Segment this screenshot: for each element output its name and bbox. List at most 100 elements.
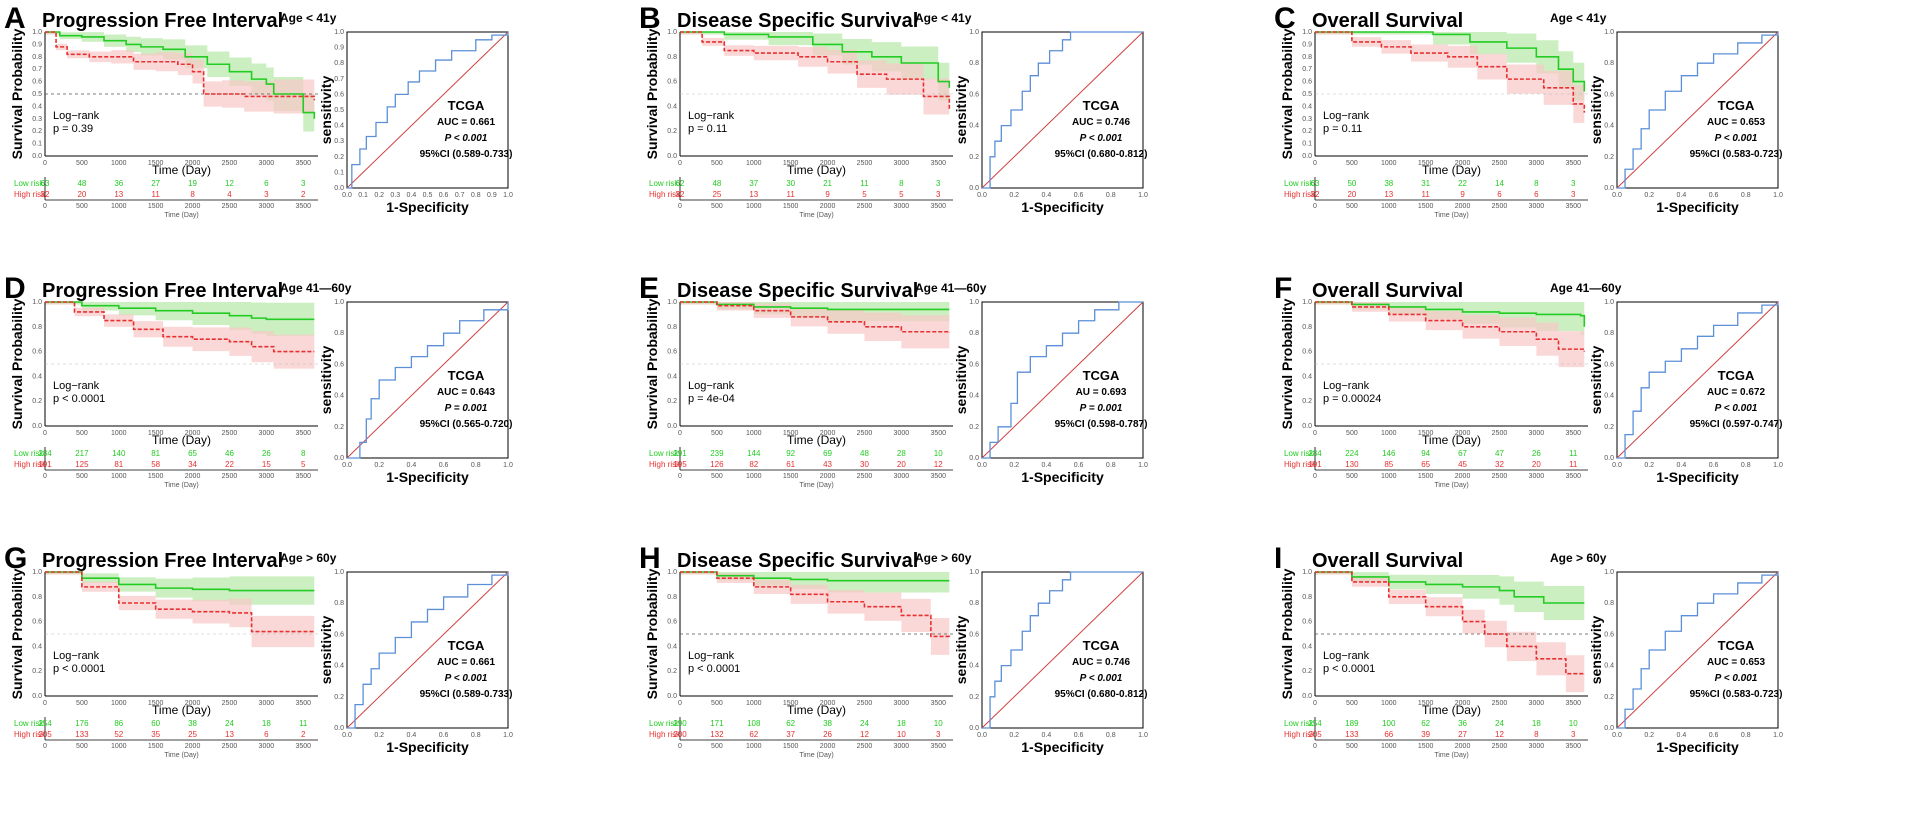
risk-x-tick: 3500 [295,203,311,210]
roc-x-tick: 1.0 [1773,462,1783,469]
roc-x-tick: 0.8 [471,192,481,199]
roc-y-tick: 0.0 [969,455,979,462]
roc-y-tick: 0.6 [969,361,979,368]
low-risk-curve [1315,31,1586,92]
risk-count-low: 100 [1382,719,1396,728]
risk-x-tick: 0 [1313,743,1317,750]
km-x-tick: 2000 [820,430,836,437]
risk-x-tick: 500 [1346,473,1358,480]
low-risk-curve [45,301,315,321]
risk-count-low: 18 [1532,719,1541,728]
risk-count-high: 130 [1345,460,1359,469]
km-y-tick: 0.2 [1302,668,1312,675]
risk-x-tick: 2000 [820,203,836,210]
km-y-tick: 0.6 [1302,79,1312,86]
roc-x-tick: 1.0 [503,732,513,739]
risk-count-high: 6 [1534,190,1539,199]
roc-x-tick: 0.0 [1612,192,1622,199]
roc-y-label: sensitivity [318,616,334,685]
risk-x-tick: 0 [678,203,682,210]
logrank-pvalue: p < 0.0001 [688,663,740,675]
risk-x-tick: 3000 [259,743,275,750]
risk-x-tick: 1000 [746,743,762,750]
km-y-tick: 1.0 [1302,29,1312,36]
km-x-tick: 0 [1313,700,1317,707]
km-y-tick: 0.2 [667,398,677,405]
roc-auc: AUC = 0.653 [1707,657,1766,668]
km-x-tick: 2000 [820,700,836,707]
roc-y-tick: 0.0 [334,185,344,192]
km-y-tick: 0.2 [32,398,42,405]
risk-count-high: 32 [1495,460,1504,469]
risk-count-high: 20 [77,190,86,199]
roc-y-tick: 0.4 [334,663,344,670]
risk-x-tick: 2500 [1492,203,1508,210]
risk-label-low: Low risk [14,449,44,458]
roc-diagonal [981,31,1144,189]
panel-f: F Overall Survival Age 41—60y 0.0 0.2 0.4 0.6 0… [1274,272,1783,489]
km-x-tick: 2500 [222,160,238,167]
roc-auc: AU = 0.693 [1076,387,1127,398]
risk-x-tick: 1500 [1418,473,1434,480]
risk-count-low: 94 [1421,449,1430,458]
roc-diagonal [346,31,509,189]
km-y-tick: 0.8 [1302,594,1312,601]
logrank-label: Log−rank [53,110,100,122]
km-x-tick: 2500 [222,430,238,437]
risk-count-high: 66 [1384,730,1393,739]
roc-x-tick: 0.8 [1106,192,1116,199]
panel-letter: I [1274,542,1282,575]
risk-count-low: 46 [225,449,234,458]
risk-label-low: Low risk [649,179,679,188]
roc-x-tick: 0.0 [977,732,987,739]
roc-y-tick: 0.2 [334,694,344,701]
km-x-label: Time (Day) [1422,433,1481,447]
risk-count-low: 144 [747,449,761,458]
risk-x-tick: 3000 [894,743,910,750]
km-x-tick: 500 [711,160,723,167]
km-y-tick: 0.9 [1302,41,1312,48]
km-y-tick: 0.0 [667,423,677,430]
risk-count-low: 65 [188,449,197,458]
risk-count-low: 37 [749,179,758,188]
km-y-tick: 0.6 [667,79,677,86]
km-y-tick: 0.6 [32,619,42,626]
risk-count-low: 10 [1569,719,1578,728]
km-y-tick: 0.4 [667,373,677,380]
logrank-pvalue: p = 0.11 [1323,123,1362,135]
roc-y-tick: 0.0 [1604,185,1614,192]
risk-count-high: 4 [227,190,232,199]
risk-x-tick: 2000 [1455,473,1471,480]
roc-x-tick: 0.0 [1612,732,1622,739]
roc-pvalue: P = 0.001 [1080,403,1123,414]
km-x-tick: 2000 [820,160,836,167]
km-title: Overall Survival [1312,280,1463,302]
km-y-tick: 0.2 [1302,128,1312,135]
risk-count-low: 38 [823,719,832,728]
km-x-tick: 3000 [1529,160,1545,167]
km-y-label: Survival Probability [9,568,25,699]
km-x-tick: 3500 [295,160,311,167]
km-x-label: Time (Day) [1422,703,1481,717]
risk-count-high: 62 [749,730,758,739]
km-x-tick: 1000 [746,700,762,707]
roc-x-tick: 0.8 [1741,192,1751,199]
risk-count-high: 8 [1534,730,1539,739]
risk-count-high: 13 [114,190,123,199]
km-x-tick: 2000 [1455,160,1471,167]
km-x-tick: 1000 [1381,700,1397,707]
risk-label-high: High risk [14,730,46,739]
km-y-tick: 1.0 [32,299,42,306]
roc-pvalue: P < 0.001 [1715,133,1758,144]
km-y-tick: 0.6 [667,349,677,356]
risk-count-high: 65 [1421,460,1430,469]
risk-count-low: 12 [225,179,234,188]
risk-x-tick: 1000 [746,473,762,480]
roc-x-tick: 0.8 [471,462,481,469]
risk-count-high: 58 [151,460,160,469]
roc-dataset-label: TCGA [1718,98,1755,113]
km-y-tick: 0.6 [1302,619,1312,626]
